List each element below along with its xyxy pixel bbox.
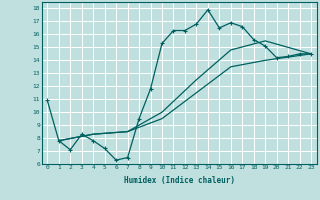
X-axis label: Humidex (Indice chaleur): Humidex (Indice chaleur) xyxy=(124,176,235,185)
